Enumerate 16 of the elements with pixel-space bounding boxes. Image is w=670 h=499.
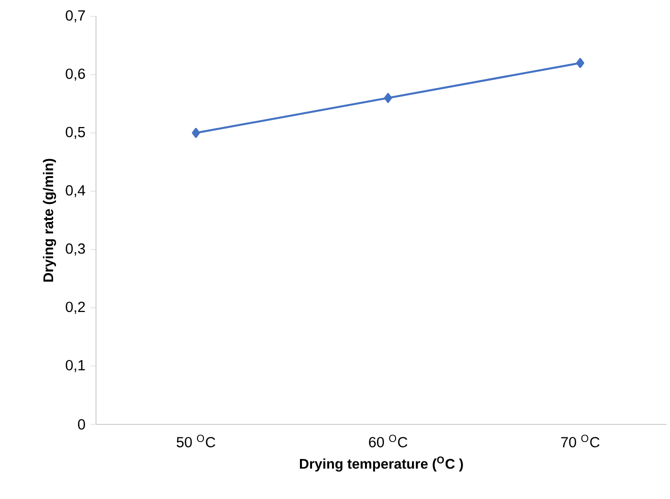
x-tick-label: 70 $^{O}$C — [561, 434, 600, 448]
y-tick-label: 0,7 — [66, 10, 85, 22]
x-axis-title: Drying temperature ($^{O}$C ) — [300, 456, 463, 472]
x-tick-label: 60 $^{O}$C — [369, 434, 408, 448]
y-tick-label: 0,4 — [66, 185, 86, 198]
x-tick-label: 50 $^{O}$C — [176, 434, 216, 448]
y-tick-label: 0,2 — [66, 302, 85, 314]
point — [384, 92, 392, 103]
y-tick-label: 0,1 — [66, 360, 85, 372]
point — [576, 58, 584, 68]
y-axis-title: Drying rate (g/min) — [42, 158, 56, 282]
y-tick-label: 0,3 — [66, 243, 85, 256]
y-tick-label: 0,6 — [66, 68, 85, 81]
point — [192, 128, 200, 138]
y-tick-label: 0,5 — [66, 126, 85, 139]
y-tick-label: 0 — [78, 419, 86, 430]
